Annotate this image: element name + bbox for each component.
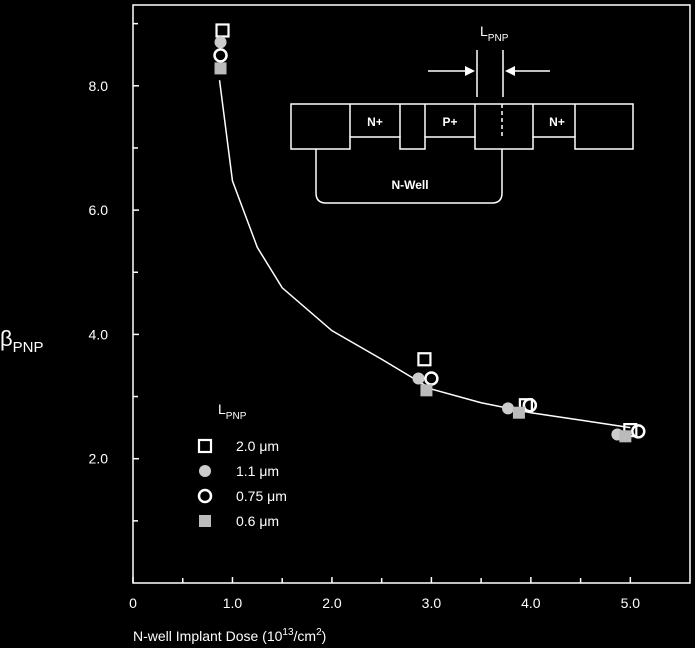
marker (197, 488, 213, 504)
arrow-head (465, 66, 475, 76)
x-label-part: ) (322, 628, 327, 644)
x-tick-label: 1.0 (223, 595, 243, 611)
x-tick-label: 4.0 (521, 595, 541, 611)
x-label-part: N-well Implant Dose (10 (133, 628, 283, 644)
region-label: N+ (367, 115, 383, 129)
marker (215, 23, 230, 38)
n-well-outline (315, 149, 503, 204)
y-label-main: β (0, 326, 13, 351)
marker (424, 371, 439, 386)
legend-label: 0.75 μm (236, 488, 287, 504)
legend-label: 0.6 μm (236, 513, 279, 529)
x-tick-label: 0 (129, 595, 137, 611)
legend-title: LPNP (218, 401, 247, 422)
well-label: N-Well (391, 178, 428, 192)
region-label: N+ (549, 115, 565, 129)
y-tick-label: 2.0 (89, 451, 109, 467)
marker (213, 48, 228, 63)
dimension-label: LPNP (480, 23, 509, 44)
fit-curve (218, 80, 631, 429)
dimension-label-sub: PNP (488, 33, 509, 44)
device-diagram: N+ P+ N+ N-Well LPNP (290, 23, 634, 204)
marker (501, 402, 514, 415)
x-label-sup: 2 (316, 627, 322, 638)
x-axis-label: N-well Implant Dose (1013/cm2) (133, 627, 326, 644)
region-label: P+ (442, 115, 457, 129)
y-tick-label: 8.0 (89, 78, 109, 94)
x-label-part: /cm (294, 628, 317, 644)
marker (214, 62, 227, 75)
x-tick-label: 5.0 (621, 595, 641, 611)
marker (199, 465, 211, 477)
marker (420, 384, 433, 397)
x-tick-label: 2.0 (322, 595, 342, 611)
legend-label: 2.0 μm (236, 438, 279, 454)
x-tick-label: 3.0 (422, 595, 442, 611)
marker (619, 430, 632, 443)
marker (197, 438, 213, 454)
y-tick-label: 6.0 (89, 202, 109, 218)
marker (412, 372, 425, 385)
marker (522, 397, 538, 413)
device-outline (290, 103, 634, 150)
marker (214, 36, 227, 49)
arrow-head (505, 66, 515, 76)
marker (199, 515, 211, 527)
legend-title-main: L (218, 401, 226, 417)
plot-frame (132, 4, 691, 584)
legend-title-sub: PNP (226, 411, 247, 422)
y-label-sub: PNP (13, 339, 44, 356)
marker (631, 424, 646, 439)
legend-label: 1.1 μm (236, 463, 279, 479)
dimension-label-main: L (480, 23, 488, 39)
marker (512, 406, 525, 419)
x-label-sup: 13 (282, 627, 294, 638)
y-axis-label: βPNP (0, 326, 44, 356)
marker (417, 352, 432, 367)
y-tick-label: 4.0 (89, 326, 109, 342)
